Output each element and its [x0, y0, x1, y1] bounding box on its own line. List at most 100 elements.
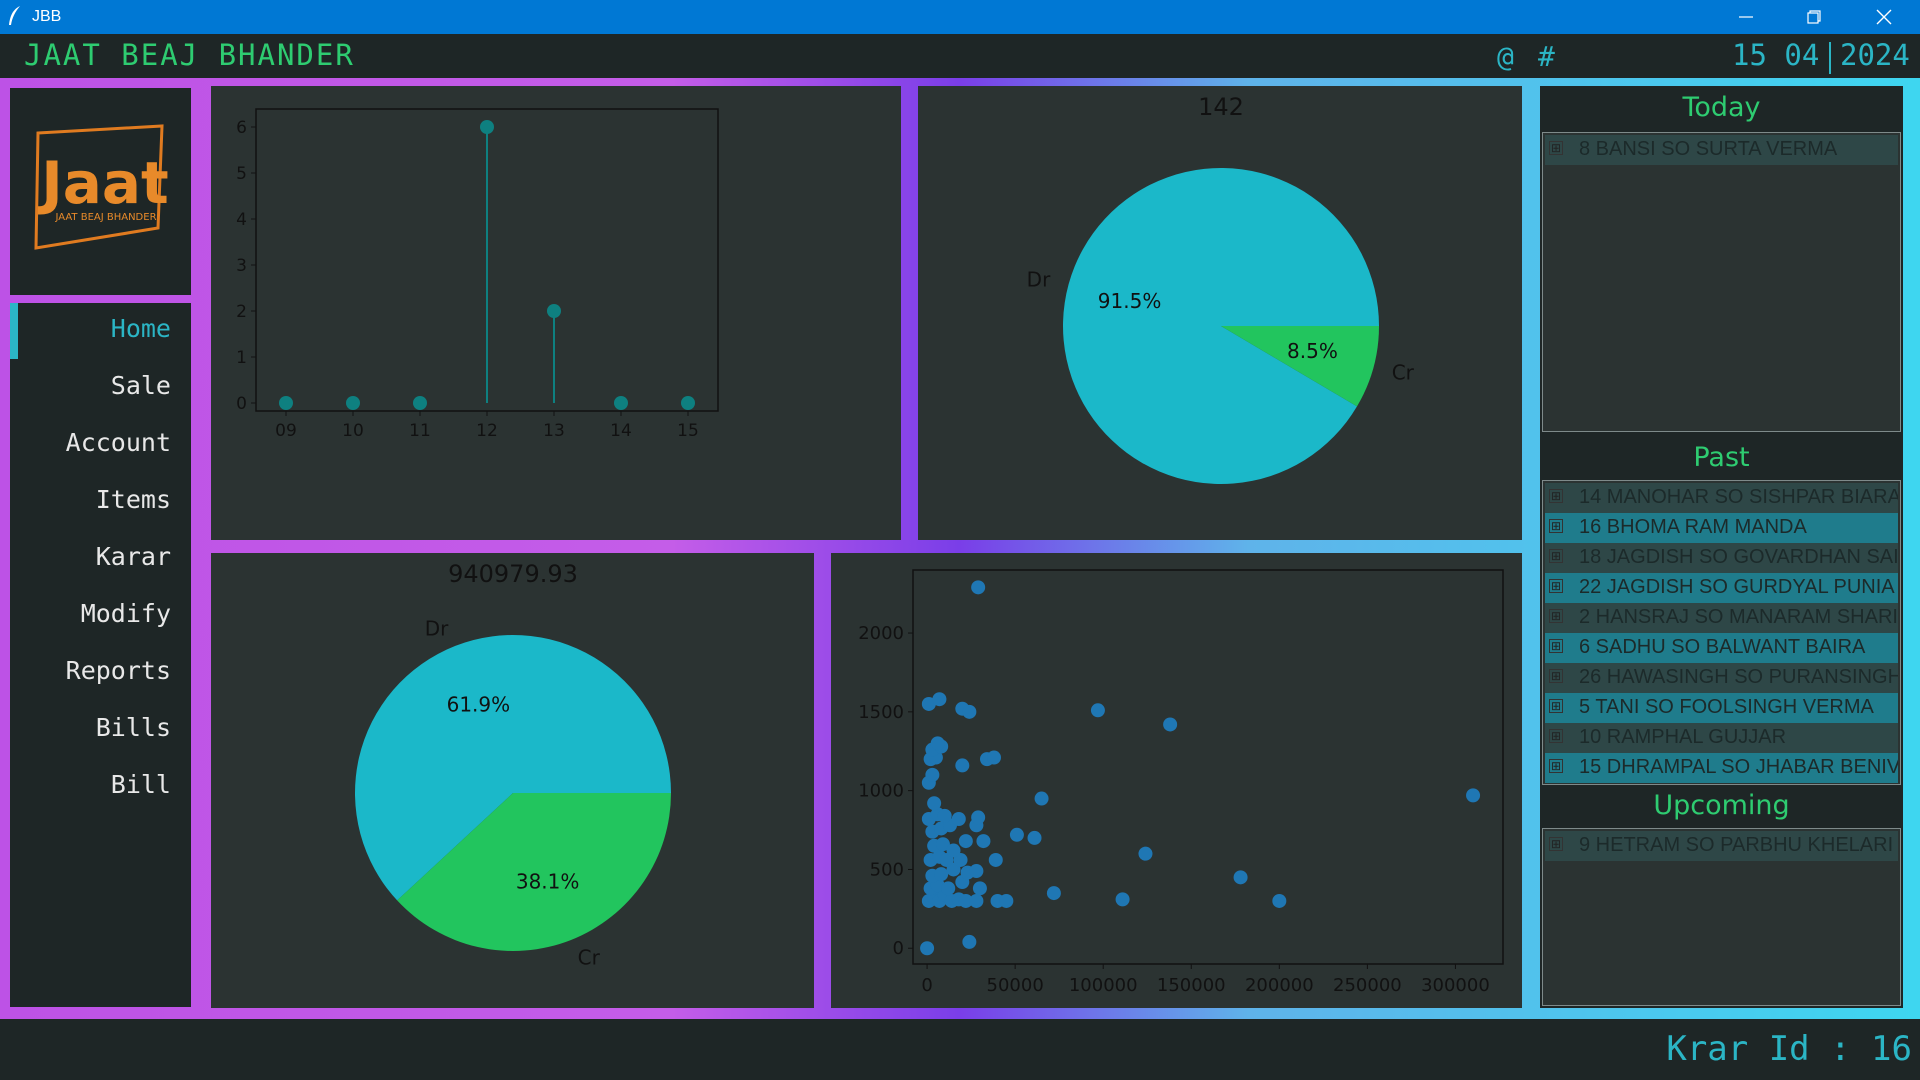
list-item[interactable]: ⊞ 14 MANOHAR SO SISHPAR BIARA [1545, 483, 1898, 513]
upcoming-list[interactable]: ⊞ 9 HETRAM SO PARBHU KHELARI [1542, 828, 1901, 1006]
list-item[interactable]: ⊞ 10 RAMPHAL GUJJAR [1545, 723, 1898, 753]
expand-icon[interactable]: ⊞ [1549, 579, 1563, 593]
upcoming-title: Upcoming [1653, 790, 1790, 821]
scatter-point [932, 692, 947, 707]
expand-icon[interactable]: ⊞ [1549, 519, 1563, 533]
pie-pct-label: 91.5% [1098, 289, 1162, 313]
x-tick-label: 10 [342, 421, 364, 441]
stem-marker [480, 120, 494, 134]
past-list[interactable]: ⊞ 14 MANOHAR SO SISHPAR BIARA ⊞ 16 BHOMA R… [1542, 480, 1901, 785]
scatter-point [1027, 830, 1042, 845]
hash-symbol[interactable]: # [1538, 40, 1555, 73]
scatter-point [934, 867, 949, 882]
pie-slice-dr [1063, 168, 1379, 484]
expand-icon[interactable]: ⊞ [1549, 141, 1563, 155]
expand-icon[interactable]: ⊞ [1549, 759, 1563, 773]
stem-marker [279, 396, 293, 410]
scatter-point [925, 767, 940, 782]
logo-tagline: JAAT BEAJ BHANDER [54, 212, 156, 223]
scatter-point [1233, 870, 1248, 885]
scatter-point [1272, 893, 1287, 908]
expand-icon[interactable]: ⊞ [1549, 489, 1563, 503]
x-tick-label: 15 [677, 421, 699, 441]
expand-icon[interactable]: ⊞ [1549, 609, 1563, 623]
past-title: Past [1693, 442, 1750, 473]
list-item[interactable]: ⊞ 9 HETRAM SO PARBHU KHELARI [1545, 831, 1898, 861]
stem-marker [547, 304, 561, 318]
x-tick-label: 50000 [987, 975, 1044, 996]
pie-chart-amount-panel: 940979.93 61.9% Dr 38.1% Cr [211, 553, 814, 1008]
list-item[interactable]: ⊞ 2 HANSRAJ SO MANARAM SHARI [1545, 603, 1898, 633]
pie-label: Dr [1027, 267, 1051, 291]
nav-karar[interactable]: Karar [95, 542, 171, 571]
y-tick-label: 0 [893, 938, 904, 959]
scatter-point [927, 796, 942, 811]
scatter-point [969, 893, 984, 908]
scatter-point [921, 696, 936, 711]
restore-button[interactable] [1780, 0, 1848, 34]
scatter-point [971, 580, 986, 595]
pie-title: 142 [1198, 93, 1244, 121]
pie-title: 940979.93 [448, 560, 578, 588]
jaat-logo: Jaat JAAT BEAJ BHANDER [34, 124, 169, 250]
list-item[interactable]: ⊞ 16 BHOMA RAM MANDA [1545, 513, 1898, 543]
minimize-button[interactable] [1712, 0, 1780, 34]
nav-modify[interactable]: Modify [80, 599, 171, 628]
window-title: JBB [32, 8, 62, 25]
y-tick-label: 0 [236, 394, 247, 414]
status-bar: Krar Id : 16 [0, 1019, 1920, 1080]
list-item[interactable]: ⊞ 26 HAWASINGH SO PURANSINGH [1545, 663, 1898, 693]
today-list[interactable]: ⊞ 8 BANSI SO SURTA VERMA [1542, 132, 1901, 432]
window-titlebar: JBB [0, 0, 1920, 34]
feather-app-icon [9, 6, 20, 25]
expand-icon[interactable]: ⊞ [1549, 729, 1563, 743]
scatter-point [999, 893, 1014, 908]
x-tick-label: 250000 [1333, 975, 1402, 996]
list-item[interactable]: ⊞ 8 BANSI SO SURTA VERMA [1545, 135, 1898, 165]
nav-items[interactable]: Items [95, 485, 171, 514]
restore-icon [1807, 10, 1821, 24]
date-year: 2024 [1840, 38, 1910, 72]
list-item[interactable]: ⊞ 6 SADHU SO BALWANT BAIRA [1545, 633, 1898, 663]
nav-bills[interactable]: Bills [95, 713, 171, 742]
nav-sale[interactable]: Sale [110, 371, 171, 400]
scatter-point [1046, 886, 1061, 901]
pie-chart-amount: 940979.93 61.9% Dr 38.1% Cr [355, 560, 671, 970]
y-tick-label: 500 [870, 859, 904, 880]
scatter-point [1466, 788, 1481, 803]
x-tick-label: 11 [409, 421, 431, 441]
active-nav-indicator [10, 303, 18, 359]
nav-account[interactable]: Account [65, 428, 171, 457]
nav-bill[interactable]: Bill [110, 770, 171, 799]
list-item[interactable]: ⊞ 18 JAGDISH SO GOVARDHAN SAI [1545, 543, 1898, 573]
list-item[interactable]: ⊞ 22 JAGDISH SO GURDYAL PUNIA [1545, 573, 1898, 603]
pie-slice-dr [355, 635, 671, 901]
list-item[interactable]: ⊞ 5 TANI SO FOOLSINGH VERMA [1545, 693, 1898, 723]
x-tick-label: 300000 [1421, 975, 1490, 996]
scatter-point [958, 893, 973, 908]
y-tick-label: 5 [236, 164, 247, 184]
close-icon [1876, 9, 1892, 25]
expand-icon[interactable]: ⊞ [1549, 549, 1563, 563]
plot-area [912, 569, 1504, 965]
nav-home[interactable]: Home [110, 314, 171, 343]
nav-reports[interactable]: Reports [65, 656, 171, 685]
scatter-point [972, 881, 987, 896]
expand-icon[interactable]: ⊞ [1549, 699, 1563, 713]
at-symbol[interactable]: @ [1497, 40, 1514, 73]
close-button[interactable] [1850, 0, 1918, 34]
pie-pct-label: 38.1% [516, 869, 580, 893]
y-tick-label: 4 [236, 210, 247, 230]
scatter-point [1090, 703, 1105, 718]
expand-icon[interactable]: ⊞ [1549, 669, 1563, 683]
sidebar-nav: Home Sale Account Items Karar Modify Rep… [10, 303, 191, 1007]
expand-icon[interactable]: ⊞ [1549, 639, 1563, 653]
expand-icon[interactable]: ⊞ [1549, 837, 1563, 851]
scatter-point [971, 810, 986, 825]
list-item[interactable]: ⊞ 15 DHRAMPAL SO JHABAR BENIV [1545, 753, 1898, 783]
scatter-point [1163, 717, 1178, 732]
y-tick-label: 2 [236, 302, 247, 322]
scatter-point [987, 750, 1002, 765]
date-day-month: 15 04 [1732, 38, 1820, 72]
